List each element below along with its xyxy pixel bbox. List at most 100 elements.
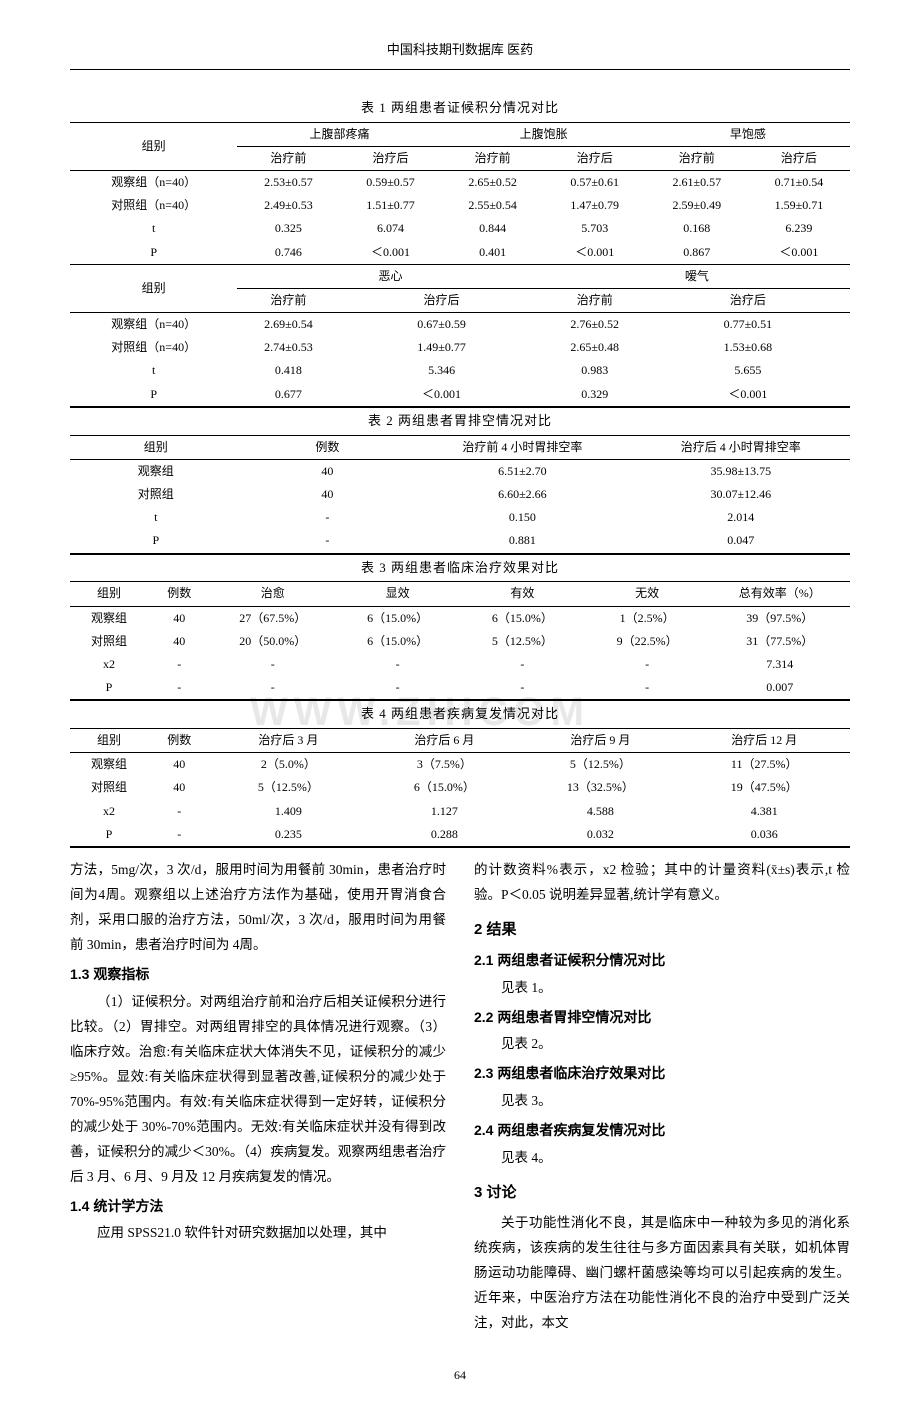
table-cell: 0.867 (646, 241, 748, 265)
table-cell: 0.67±0.59 (339, 313, 543, 337)
table-row-label: t (70, 217, 237, 240)
t3-col1: 例数 (148, 582, 210, 606)
table-cell: 4.588 (522, 800, 678, 823)
table-cell: - (148, 676, 210, 700)
table-cell: 40 (148, 630, 210, 653)
t1-metric-a0: 上腹部疼痛 (237, 122, 441, 146)
t2-col1: 例数 (242, 435, 414, 459)
section-2-2: 2.2 两组患者胃排空情况对比 (474, 1005, 850, 1031)
table-row-label: P (70, 241, 237, 265)
section-3: 3 讨论 (474, 1179, 850, 1207)
table-cell: - (148, 823, 210, 847)
table-cell: ＜0.001 (339, 241, 441, 265)
table-cell: - (210, 676, 335, 700)
body-para: 见表 2。 (474, 1032, 850, 1057)
table-cell: - (148, 653, 210, 676)
t1-metric-b0: 恶心 (237, 264, 543, 288)
table4: 组别 例数 治疗后 3 月 治疗后 6 月 治疗后 9 月 治疗后 12 月 观… (70, 728, 850, 847)
table-cell: 2.65±0.52 (442, 170, 544, 194)
table-cell: 0.881 (413, 529, 631, 553)
table-cell: 1.51±0.77 (339, 194, 441, 217)
table-cell: 40 (148, 606, 210, 630)
t1-sub-pre: 治疗前 (237, 146, 339, 170)
t1-metric-a2: 早饱感 (646, 122, 850, 146)
table-cell: 2.59±0.49 (646, 194, 748, 217)
table-cell: 2.014 (632, 506, 850, 529)
section-2: 2 结果 (474, 916, 850, 944)
body-para: 应用 SPSS21.0 软件针对研究数据加以处理，其中 (70, 1221, 446, 1246)
table-cell: 对照组 (70, 630, 148, 653)
table-cell: 5.703 (544, 217, 646, 240)
table-cell: 2.65±0.48 (544, 336, 646, 359)
table-cell: 2（5.0%） (210, 753, 366, 777)
table-cell: 1.127 (366, 800, 522, 823)
table-cell: 5.346 (339, 359, 543, 382)
table-cell: 0.036 (678, 823, 850, 847)
table-cell: 1.53±0.68 (646, 336, 850, 359)
table-cell: 6.51±2.70 (413, 459, 631, 483)
table-cell: - (242, 506, 414, 529)
table-cell: ＜0.001 (646, 383, 850, 407)
body-para: 方法，5mg/次，3 次/d，服用时间为用餐前 30min，患者治疗时间为4周。… (70, 858, 446, 958)
section-2-4: 2.4 两组患者疾病复发情况对比 (474, 1118, 850, 1144)
table-cell: 0.401 (442, 241, 544, 265)
table-cell: 观察组 (70, 606, 148, 630)
t2-col0: 组别 (70, 435, 242, 459)
table-row-label: 对照组（n=40） (70, 336, 237, 359)
table-cell: 2.55±0.54 (442, 194, 544, 217)
table-cell: 2.76±0.52 (544, 313, 646, 337)
table-cell: 6（15.0%） (366, 776, 522, 799)
table-row-label: 观察组（n=40） (70, 170, 237, 194)
section-2-1: 2.1 两组患者证候积分情况对比 (474, 948, 850, 974)
table2: 组别 例数 治疗前 4 小时胃排空率 治疗后 4 小时胃排空率 观察组406.5… (70, 435, 850, 554)
body-columns: 方法，5mg/次，3 次/d，服用时间为用餐前 30min，患者治疗时间为4周。… (70, 858, 850, 1336)
t3-col3: 显效 (335, 582, 460, 606)
t2-col3: 治疗后 4 小时胃排空率 (632, 435, 850, 459)
table1-title: 表 1 两组患者证候积分情况对比 (70, 95, 850, 122)
table-cell: ＜0.001 (544, 241, 646, 265)
table-cell: 13（32.5%） (522, 776, 678, 799)
table-cell: 9（22.5%） (585, 630, 710, 653)
table-cell: 3（7.5%） (366, 753, 522, 777)
body-para: 见表 3。 (474, 1089, 850, 1114)
table-cell: 观察组 (70, 753, 148, 777)
table-cell: 11（27.5%） (678, 753, 850, 777)
table-cell: 0.418 (237, 359, 339, 382)
page-header: 中国科技期刊数据库 医药 (70, 40, 850, 70)
table-cell: 对照组 (70, 483, 242, 506)
t1-sub-post: 治疗后 (748, 146, 850, 170)
table-cell: 0.007 (710, 676, 850, 700)
table-cell: 6（15.0%） (335, 606, 460, 630)
table-cell: - (210, 653, 335, 676)
table-cell: - (242, 529, 414, 553)
table3: 组别 例数 治愈 显效 有效 无效 总有效率（%） 观察组4027（67.5%）… (70, 581, 850, 700)
table-cell: 0.677 (237, 383, 339, 407)
table4-title: 表 4 两组患者疾病复发情况对比 (70, 700, 850, 728)
table-cell: 0.983 (544, 359, 646, 382)
t4-col0: 组别 (70, 729, 148, 753)
table-cell: P (70, 823, 148, 847)
t1-sub-pre: 治疗前 (646, 146, 748, 170)
body-para: 关于功能性消化不良，其是临床中一种较为多见的消化系统疾病，该疾病的发生往往与多方… (474, 1211, 850, 1336)
t1-metric-b1: 嗳气 (544, 264, 850, 288)
table-cell: 40 (148, 776, 210, 799)
t3-col0: 组别 (70, 582, 148, 606)
table-cell: 40 (242, 483, 414, 506)
table-cell: - (335, 676, 460, 700)
table-cell: 0.047 (632, 529, 850, 553)
table-cell: 2.53±0.57 (237, 170, 339, 194)
table3-title: 表 3 两组患者临床治疗效果对比 (70, 554, 850, 582)
table-cell: 0.844 (442, 217, 544, 240)
t1-sub-post: 治疗后 (339, 288, 543, 312)
table-cell: 1.59±0.71 (748, 194, 850, 217)
t1-sub-post: 治疗后 (646, 288, 850, 312)
table-cell: 2.74±0.53 (237, 336, 339, 359)
table-cell: 观察组 (70, 459, 242, 483)
table-cell: 2.69±0.54 (237, 313, 339, 337)
table-cell: 6.074 (339, 217, 441, 240)
t1-group-header2: 组别 (70, 264, 237, 312)
t3-col4: 有效 (460, 582, 585, 606)
table-cell: ＜0.001 (339, 383, 543, 407)
body-para: 见表 1。 (474, 976, 850, 1001)
table-cell: - (585, 653, 710, 676)
